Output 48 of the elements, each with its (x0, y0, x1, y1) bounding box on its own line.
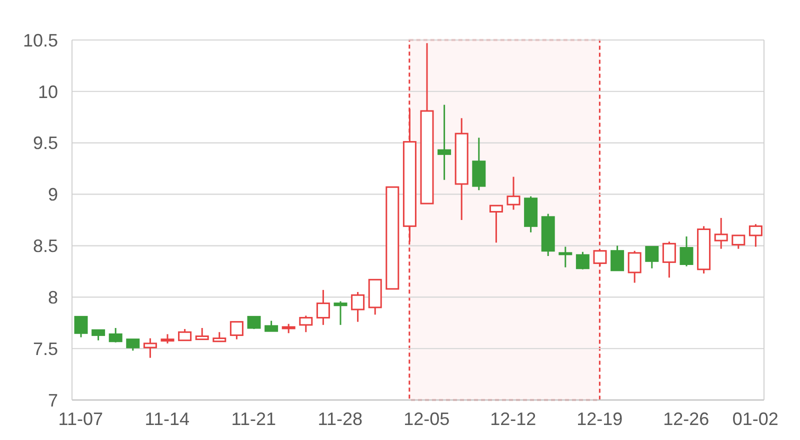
x-tick-label: 12-05 (404, 408, 450, 429)
candlestick (299, 314, 313, 333)
candlestick (628, 250, 642, 284)
candlestick (212, 331, 226, 342)
x-tick-label: 12-12 (490, 408, 536, 429)
y-tick-label: 9.5 (32, 133, 58, 154)
candlestick (160, 333, 174, 344)
x-tick-label: 11-07 (58, 408, 103, 429)
y-tick-label: 8.5 (32, 236, 58, 256)
x-tick-label: 11-14 (144, 408, 190, 429)
candlestick (593, 250, 607, 268)
candlestick (438, 104, 452, 181)
x-tick-label: 11-21 (231, 408, 276, 429)
y-tick-label: 10.5 (22, 30, 58, 50)
candlestick (74, 316, 88, 338)
candlestick (576, 251, 590, 270)
candlestick (680, 236, 694, 268)
candlestick (143, 338, 157, 359)
x-tick-label: 01-02 (732, 408, 778, 429)
y-tick-label: 7 (48, 390, 58, 410)
candlestick (506, 176, 520, 210)
x-tick-label: 12-19 (576, 408, 623, 429)
candlestick (195, 327, 209, 340)
candlestick (558, 246, 572, 268)
candlestick (662, 240, 676, 278)
x-tick-label: 12-26 (663, 408, 710, 429)
candlestick (247, 316, 261, 330)
candlestick (316, 289, 330, 326)
candlestick (714, 217, 728, 250)
candlestick (264, 320, 278, 332)
candlestick (645, 246, 659, 270)
y-tick-label: 10 (38, 82, 58, 102)
candlestick (489, 204, 503, 244)
y-tick-label: 9 (48, 184, 58, 205)
candlestick (748, 223, 762, 248)
y-tick-label: 8 (48, 288, 58, 308)
candlestick (108, 327, 122, 344)
candlestick (230, 321, 244, 340)
candlestick (610, 244, 624, 272)
candlestick (732, 234, 746, 250)
y-tick-label: 7.5 (32, 338, 58, 359)
candlestick (178, 328, 192, 342)
candlestick (334, 300, 348, 326)
candlestick (282, 323, 296, 334)
candlestick (92, 329, 106, 342)
x-tick-label: 11-28 (318, 408, 362, 429)
candlestick (126, 338, 140, 352)
candlestick (351, 291, 365, 323)
